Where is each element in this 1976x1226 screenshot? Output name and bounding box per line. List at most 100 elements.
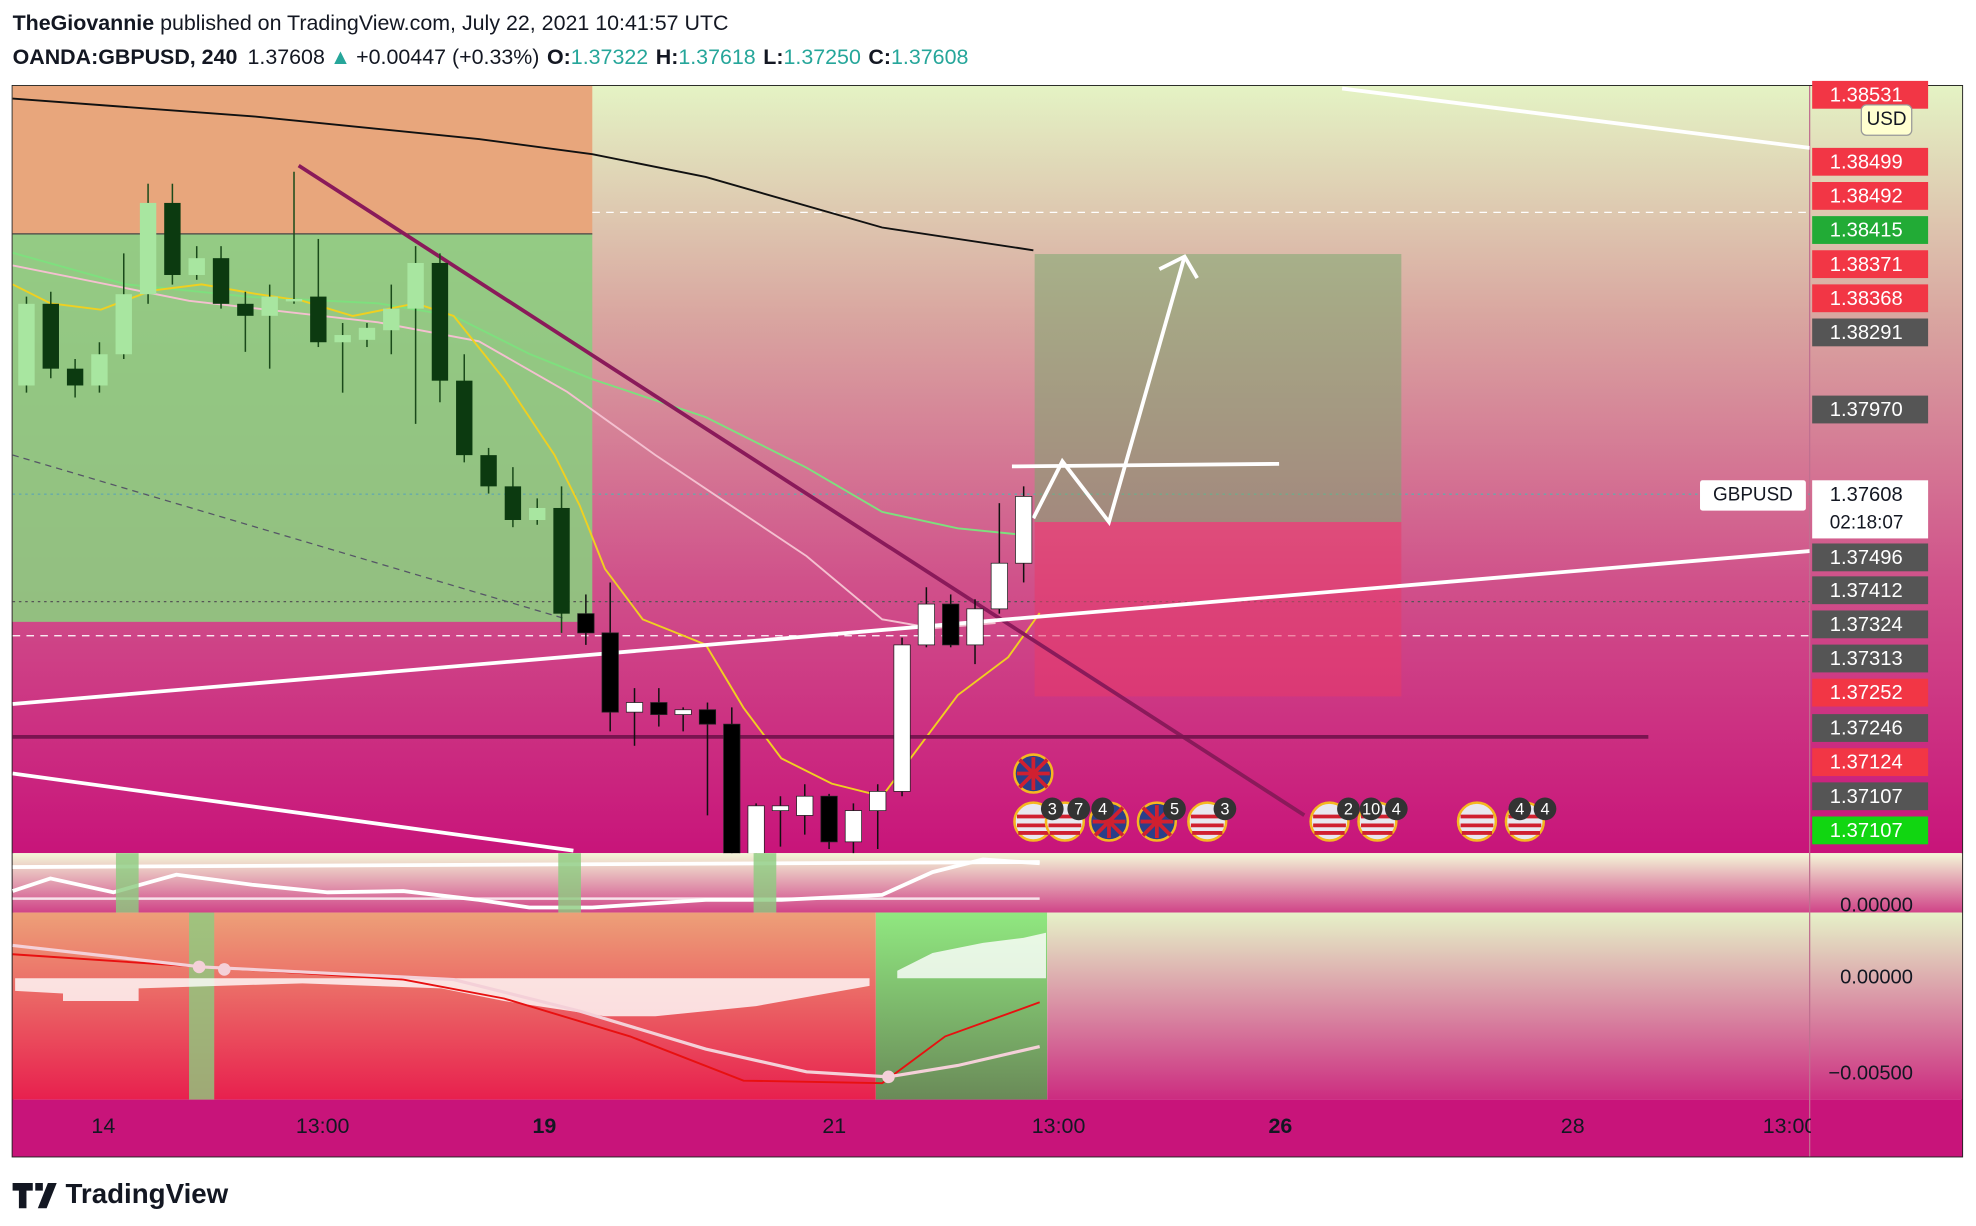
currency-box[interactable] (1860, 104, 1913, 136)
price-label: 1.37246 (1830, 718, 1903, 740)
price-tag (1812, 576, 1929, 605)
ohlc-label: C: (868, 45, 891, 69)
candle-body (625, 702, 644, 713)
candle-body (771, 805, 790, 812)
ma-200 (12, 97, 1034, 252)
price-tag (1812, 284, 1929, 313)
event-count-bg (1067, 797, 1091, 821)
price-tag (1812, 80, 1929, 109)
price-label: 1.38371 (1830, 254, 1903, 276)
price-label: 1.37124 (1830, 752, 1903, 774)
price-tag (1812, 395, 1929, 424)
event-count-bg (1040, 797, 1064, 821)
price-tag (1812, 816, 1929, 845)
price-tag (1812, 250, 1929, 279)
osc-strip (115, 853, 139, 913)
zone-top (12, 85, 593, 234)
currency[interactable]: USD (1867, 109, 1907, 130)
candle-body (66, 368, 84, 386)
candle-body (796, 795, 814, 816)
ohlc-label: H: (656, 45, 679, 69)
current-price-tag (1812, 480, 1929, 539)
price-label: 1.38368 (1830, 288, 1903, 310)
histogram (15, 932, 1046, 1017)
macd-line (12, 943, 1041, 1079)
candle-body (456, 380, 473, 456)
footer: TradingView (12, 1178, 229, 1209)
candle-body (358, 327, 376, 340)
event-count-bg (1359, 797, 1383, 821)
brand: TradingView (66, 1178, 229, 1209)
symbol-tag (1700, 480, 1806, 511)
trendline-up (12, 549, 1810, 706)
osc-strip (558, 853, 581, 913)
candle-body (91, 354, 108, 386)
flag-detail (1460, 814, 1494, 835)
candle-body (164, 202, 181, 275)
candle-body (966, 608, 984, 646)
price-tag (1812, 678, 1929, 707)
candle-body (650, 702, 668, 715)
event-count-bg (1163, 797, 1186, 821)
x-tick-label: 21 (822, 1114, 846, 1138)
candle-body (529, 507, 546, 520)
current-price: 1.37608 (1830, 484, 1903, 506)
price-label: 1.38531 (1830, 84, 1903, 106)
published: published on TradingView.com, July 22, 2… (154, 11, 728, 35)
x-tick-label: 13:00 (296, 1114, 350, 1138)
event-count: 10 (1362, 800, 1380, 818)
arrow: ▲ (330, 45, 351, 69)
x-tick-label: 13:00 (1032, 1114, 1086, 1138)
price-label: 1.38492 (1830, 185, 1903, 207)
price-label: 1.38291 (1830, 322, 1903, 344)
price-tag (1812, 216, 1929, 244)
price-tag (1812, 182, 1929, 210)
x-tick-label: 26 (1268, 1114, 1292, 1138)
osc-line (12, 860, 1040, 869)
candle-body (674, 709, 692, 715)
candle-body (723, 723, 741, 854)
cross-dot (192, 960, 206, 974)
candle-body (261, 296, 278, 316)
axis-labels: 1.38531 1.38499 1.38492 1.38415 1.38371 1.383… (91, 80, 1929, 1151)
price-tag (1812, 147, 1929, 176)
price-tag (1812, 644, 1929, 673)
candle-body (480, 455, 497, 487)
candle-body (18, 303, 35, 386)
change: +0.00447 (+0.33%) (356, 45, 539, 69)
ohlc-value: 1.37250 (783, 45, 860, 69)
event-count-bg (1533, 797, 1557, 821)
candle-body (504, 486, 522, 520)
candle-body (942, 603, 960, 646)
candle-body (285, 299, 303, 302)
event-count: 4 (1515, 800, 1524, 818)
candle-body (577, 613, 595, 634)
price-label: 1.37496 (1830, 547, 1903, 569)
event-count: 2 (1344, 800, 1353, 818)
price-label: 1.37107 (1830, 820, 1903, 842)
candle-body (115, 294, 132, 355)
last: 1.37608 (247, 45, 324, 69)
candle-body (698, 709, 717, 725)
osc-line (12, 857, 1040, 910)
event-count-bg (1384, 797, 1408, 821)
indicator-label: 0.00000 (1840, 895, 1913, 917)
price-tag (1812, 543, 1929, 572)
flag-detail (1016, 757, 1050, 790)
event-count-bg (1508, 797, 1532, 821)
ohlc-value: 1.37322 (571, 45, 648, 69)
axis-cover (1810, 1112, 1842, 1151)
events: 3 7 4 5 3 2 10 4 4 4 (1013, 753, 1557, 842)
logo (12, 1183, 57, 1209)
candle-body (431, 262, 449, 381)
x-tick-label: 19 (532, 1114, 556, 1138)
price-label: 1.38415 (1830, 220, 1903, 242)
candle-body (893, 644, 911, 792)
author: TheGiovannie (13, 11, 155, 35)
price-label: 1.37970 (1830, 399, 1903, 421)
event-count: 3 (1220, 800, 1229, 818)
x-tick-label: 13:00 (1763, 1114, 1817, 1138)
candle-body (553, 507, 570, 614)
countdown: 02:18:07 (1830, 512, 1904, 533)
